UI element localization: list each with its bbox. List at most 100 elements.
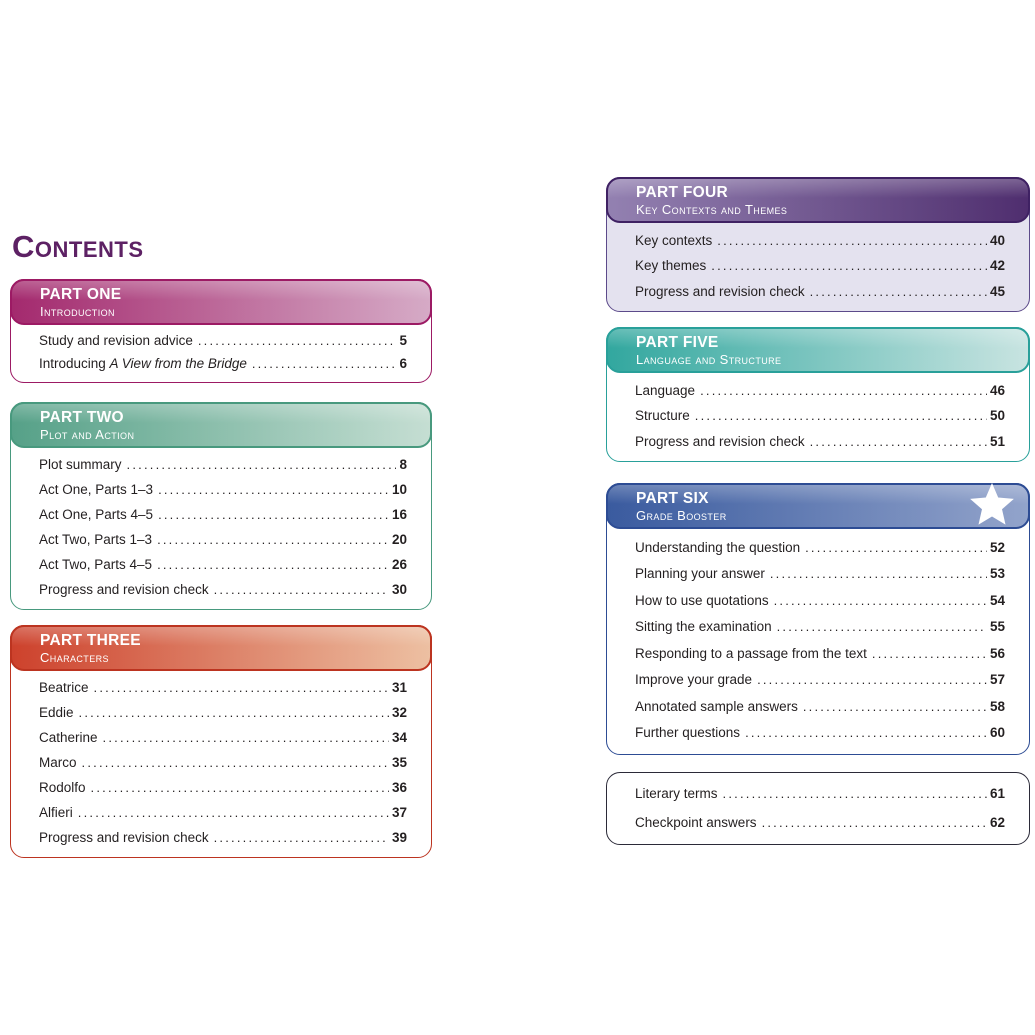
part-label: PART FIVE [636,334,719,351]
dot-leader [78,804,389,822]
part-subtitle: Language and Structure [636,352,782,367]
toc-entry: Catherine 34 [11,729,431,747]
entry-page-number: 6 [399,356,407,372]
entry-page-number: 40 [989,232,1005,248]
entry-label: Checkpoint answers [635,814,757,830]
entry-page-number: 57 [989,672,1005,688]
part-subtitle: Grade Booster [636,508,727,523]
entry-label: Plot summary [39,457,122,472]
entry-page-number: 51 [989,433,1005,449]
dot-leader [805,539,987,557]
dot-leader [777,618,987,636]
entry-page-number: 61 [989,786,1005,802]
dot-leader [723,785,987,803]
toc-entry: Progress and revision check 39 [11,829,431,847]
dot-leader [158,506,389,524]
entry-label: Act One, Parts 1–3 [39,482,154,497]
dot-leader [700,382,987,400]
entry-label: Marco [39,755,77,770]
entry-label: Beatrice [39,680,89,695]
dot-leader [214,829,389,847]
entry-page-number: 52 [989,539,1005,555]
part-six-entries: Understanding the question 52 Planning yo… [607,528,1029,753]
toc-entry: Literary terms 61 [607,785,1029,803]
part-six-section: PART SIX Grade Booster Understanding the… [606,483,1030,755]
entry-label: Improve your grade [635,672,753,688]
dot-leader [872,645,987,663]
entry-page-number: 54 [989,592,1005,608]
entry-page-number: 37 [391,805,407,820]
entry-page-number: 55 [989,619,1005,635]
entry-label: Understanding the question [635,539,801,555]
entry-page-number: 36 [391,780,407,795]
entry-page-number: 26 [391,557,407,572]
toc-entry: Progress and revision check 45 [607,283,1029,301]
entry-label: Study and revision advice [39,332,193,348]
entry-page-number: 46 [989,382,1005,398]
entry-label: Further questions [635,725,741,741]
dot-leader [762,814,987,832]
entry-page-number: 42 [989,258,1005,273]
toc-entry: Structure 50 [607,407,1029,425]
part-label: PART SIX [636,490,709,507]
entry-label: Progress and revision check [39,582,209,597]
entry-page-number: 10 [391,482,407,497]
dot-leader [810,433,987,451]
dot-leader [82,754,389,772]
toc-entry: Introducing A View from the Bridge 6 [11,355,431,373]
toc-entry: Responding to a passage from the text 56 [607,645,1029,663]
entry-label: Literary terms [635,786,718,802]
dot-leader [91,779,389,797]
entry-page-number: 35 [391,755,407,770]
dot-leader [127,456,397,474]
entry-label: Introducing A View from the Bridge [39,356,247,372]
entry-label: Act Two, Parts 4–5 [39,557,153,572]
dot-leader [717,232,987,250]
part-subtitle: Introduction [40,304,115,319]
entry-page-number: 32 [391,705,407,720]
part-five-entries: Language 46 Structure 50 Progress and revi… [607,372,1029,460]
part-four-section: PART FOUR Key Contexts and Themes Key co… [606,177,1030,312]
dot-leader [79,704,389,722]
toc-entry: Key themes 42 [607,257,1029,275]
toc-entry: Act Two, Parts 4–5 26 [11,556,431,574]
appendix-section: Literary terms 61 Checkpoint answers 62 [606,772,1030,845]
toc-entry: Understanding the question 52 [607,539,1029,557]
appendix-entries: Literary terms 61 Checkpoint answers 62 [607,773,1029,844]
part-subtitle: Characters [40,650,109,665]
dot-leader [695,407,987,425]
part-two-section: PART TWO Plot and Action Plot summary 8 A… [10,402,432,610]
dot-leader [103,729,389,747]
entry-page-number: 60 [989,725,1005,741]
dot-leader [158,481,389,499]
dot-leader [711,257,987,275]
toc-entry: Marco 35 [11,754,431,772]
star-icon [969,483,1015,529]
dot-leader [770,565,987,583]
dot-leader [94,679,389,697]
part-subtitle: Plot and Action [40,427,135,442]
toc-entry: Eddie 32 [11,704,431,722]
dot-leader [810,283,987,301]
entry-label: Key contexts [635,232,713,248]
part-one-entries: Study and revision advice 5 Introducing … [11,324,431,381]
entry-label: Alfieri [39,805,73,820]
part-three-header: PART THREE Characters [10,625,432,671]
entry-page-number: 34 [391,730,407,745]
toc-entry: Progress and revision check 51 [607,433,1029,451]
toc-entry: How to use quotations 54 [607,592,1029,610]
entry-label: Act Two, Parts 1–3 [39,532,153,547]
entry-label: Progress and revision check [635,433,805,449]
toc-entry: Study and revision advice 5 [11,332,431,350]
entry-page-number: 58 [989,698,1005,714]
dot-leader [157,531,389,549]
toc-entry: Act One, Parts 4–5 16 [11,506,431,524]
toc-entry: Alfieri 37 [11,804,431,822]
entry-label: Eddie [39,705,74,720]
part-six-header: PART SIX Grade Booster [606,483,1030,529]
dot-leader [745,724,987,742]
toc-entry: Sitting the examination 55 [607,618,1029,636]
entry-page-number: 16 [391,507,407,522]
entry-page-number: 31 [391,680,407,695]
toc-entry: Language 46 [607,382,1029,400]
